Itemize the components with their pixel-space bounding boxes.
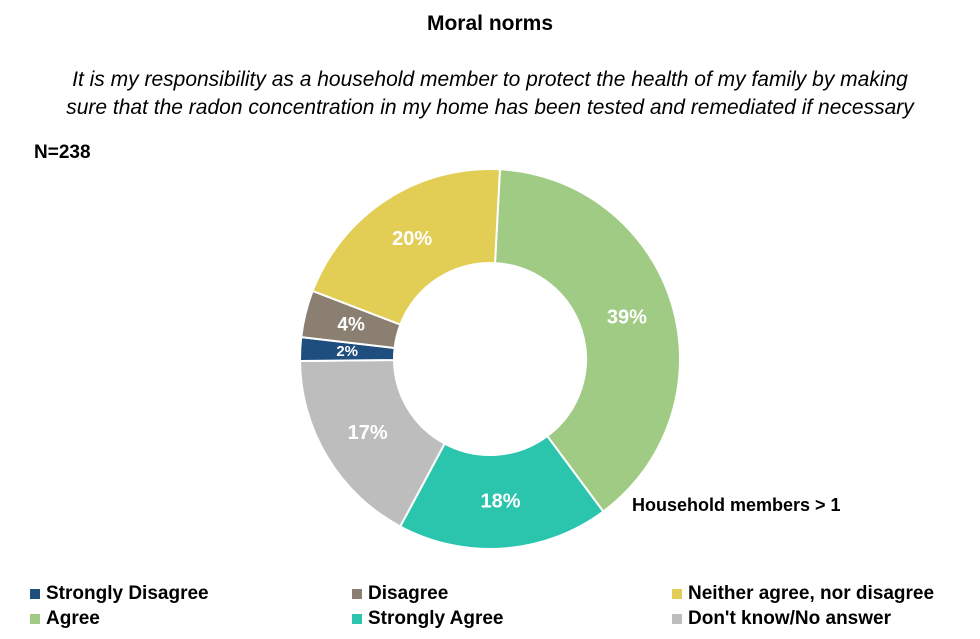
slice-label: 20% — [392, 228, 432, 250]
slice-label: 2% — [336, 343, 358, 360]
slice-agree — [493, 168, 681, 513]
slice-label: 39% — [607, 307, 647, 329]
slice-neither-agree-nor-disagree — [311, 168, 501, 326]
slice-label: 4% — [337, 314, 365, 335]
annotation-label: Household members > 1 — [632, 495, 841, 515]
sample-size-label: N=238 — [34, 142, 91, 163]
slice-don-t-know-no-answer — [298, 358, 446, 528]
slice-label: 18% — [480, 491, 520, 513]
chart-title: Moral norms — [426, 12, 554, 35]
chart-subtitle: It is my responsibility as a household m… — [66, 68, 914, 119]
slice-strongly-agree — [398, 434, 605, 550]
slice-label: 17% — [348, 422, 388, 444]
